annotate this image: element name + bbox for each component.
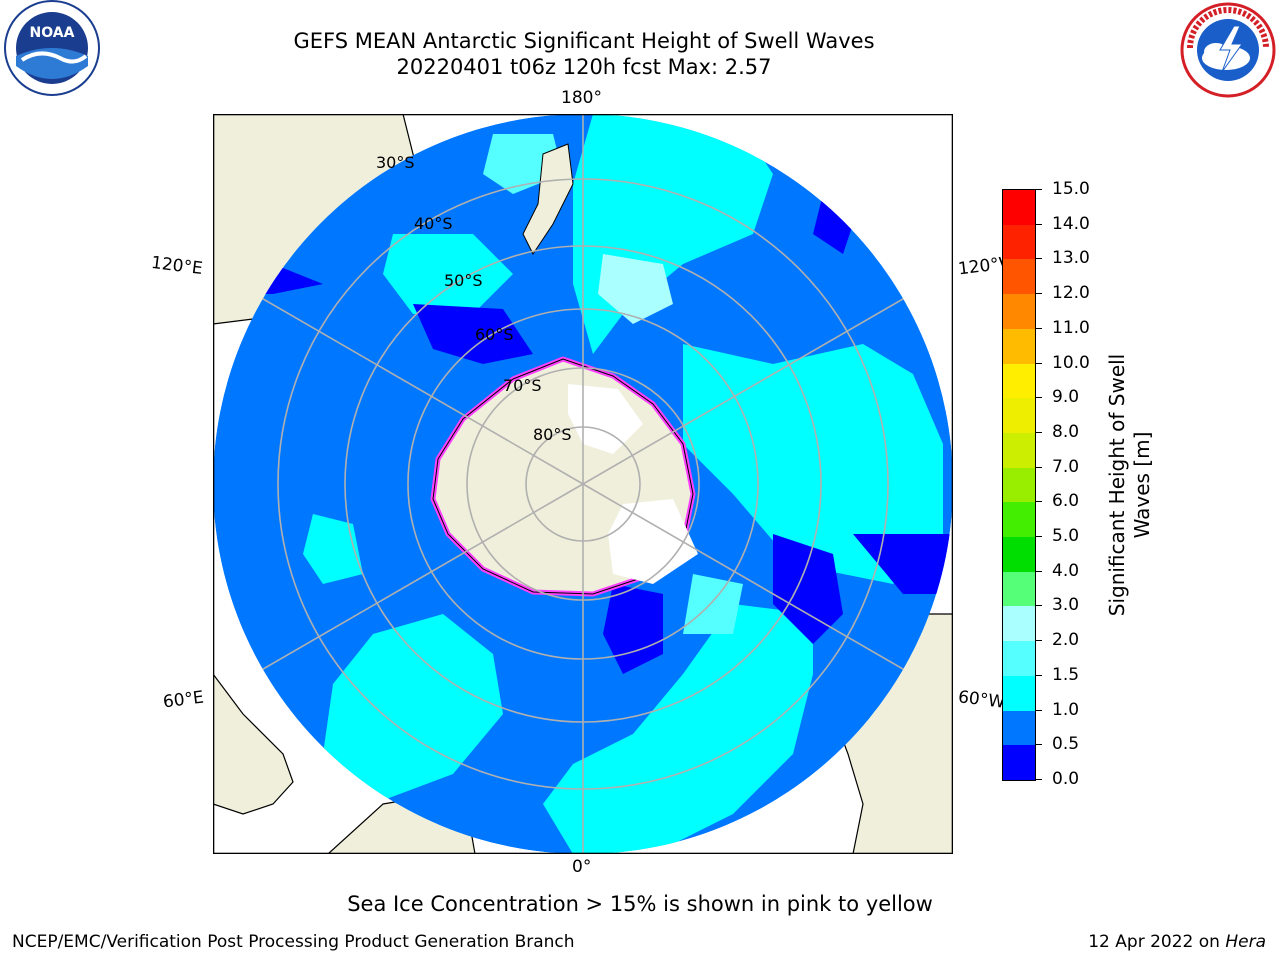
colorbar-tick-mark: [1035, 397, 1042, 399]
colorbar-tick-mark: [1035, 189, 1042, 190]
colorbar-tick-label: 9.0: [1052, 387, 1080, 408]
colorbar-segment: [1003, 675, 1035, 711]
weddell-ice: [608, 499, 698, 584]
polar-map: [213, 114, 953, 854]
lat-label-80s: 80°S: [533, 425, 572, 444]
colorbar-segment: [1003, 641, 1035, 676]
colorbar-label: Significant Height of Swell Waves [m]: [1105, 354, 1155, 616]
chart-title: GEFS MEAN Antarctic Significant Height o…: [293, 29, 875, 53]
colorbar-tick-mark: [1035, 431, 1042, 433]
colorbar: [1002, 189, 1036, 781]
footer-branch: NCEP/EMC/Verification Post Processing Pr…: [12, 932, 575, 952]
colorbar-segment: [1003, 745, 1035, 780]
lon-label-180: 180°: [561, 88, 602, 108]
footer-date: 12 Apr 2022 on Hera: [1088, 932, 1266, 952]
colorbar-tick-label: 0.0: [1052, 769, 1080, 789]
colorbar-tick-label: 14.0: [1052, 213, 1090, 234]
lon-label-60w: 60°W: [956, 687, 1006, 713]
colorbar-tick-mark: [1035, 779, 1042, 780]
new-zealand-land: [522, 143, 574, 255]
colorbar-tick-label: 7.0: [1052, 456, 1080, 477]
colorbar-tick-label: 13.0: [1052, 248, 1090, 269]
lon-label-60e: 60°E: [161, 687, 205, 713]
africa-land: [213, 673, 294, 815]
lat-label-60s: 60°S: [475, 325, 514, 344]
colorbar-tick-label: 2.0: [1052, 630, 1080, 651]
ross-ice-shelf: [568, 384, 643, 454]
footer-date-text: 12 Apr 2022 on: [1088, 932, 1226, 952]
colorbar-segment: [1003, 259, 1035, 295]
lat-label-40s: 40°S: [414, 214, 453, 233]
colorbar-tick-mark: [1035, 570, 1042, 572]
lon-label-0: 0°: [572, 857, 592, 877]
chart-subtitle: 20220401 t06z 120h fcst Max: 2.57: [396, 55, 772, 79]
colorbar-tick-mark: [1035, 327, 1042, 329]
colorbar-segment: [1003, 467, 1035, 503]
colorbar-segment: [1003, 190, 1035, 225]
colorbar-tick-label: 1.0: [1052, 699, 1080, 720]
lat-label-70s: 70°S: [503, 376, 542, 395]
colorbar-tick-label: 6.0: [1052, 491, 1080, 512]
colorbar-segment: [1003, 398, 1035, 433]
colorbar-tick-mark: [1035, 536, 1042, 538]
colorbar-segment: [1003, 710, 1035, 746]
colorbar-tick-label: 11.0: [1052, 317, 1090, 338]
colorbar-tick-label: 15.0: [1052, 179, 1090, 199]
colorbar-tick-mark: [1035, 640, 1042, 642]
colorbar-tick-mark: [1035, 466, 1042, 468]
lat-label-50s: 50°S: [444, 271, 483, 290]
footer-host: Hera: [1225, 932, 1266, 952]
colorbar-tick-mark: [1035, 744, 1042, 746]
colorbar-segment: [1003, 363, 1035, 399]
colorbar-tick-mark: [1035, 258, 1042, 260]
colorbar-tick-label: 8.0: [1052, 421, 1080, 442]
colorbar-segment: [1003, 294, 1035, 329]
lat-label-30s: 30°S: [376, 153, 415, 172]
colorbar-tick-label: 5.0: [1052, 526, 1080, 547]
colorbar-tick-mark: [1035, 709, 1042, 711]
colorbar-tick-mark: [1035, 293, 1042, 295]
colorbar-tick-mark: [1035, 501, 1042, 503]
sea-ice-note: Sea Ice Concentration > 15% is shown in …: [347, 892, 933, 916]
colorbar-segment: [1003, 224, 1035, 260]
colorbar-tick-label: 10.0: [1052, 352, 1090, 373]
colorbar-segment: [1003, 432, 1035, 468]
colorbar-tick-mark: [1035, 605, 1042, 607]
colorbar-segment: [1003, 328, 1035, 364]
svg-text:NOAA: NOAA: [30, 25, 75, 41]
colorbar-segment: [1003, 606, 1035, 642]
colorbar-tick-label: 4.0: [1052, 560, 1080, 581]
colorbar-tick-label: 12.0: [1052, 283, 1090, 304]
colorbar-tick-label: 1.5: [1052, 664, 1080, 685]
colorbar-label-line1: Significant Height of Swell: [1105, 353, 1129, 617]
nws-logo: [1180, 2, 1276, 98]
colorbar-tick-label: 3.0: [1052, 595, 1080, 616]
colorbar-tick-mark: [1035, 223, 1042, 225]
colorbar-tick-mark: [1035, 674, 1042, 676]
colorbar-segment: [1003, 502, 1035, 538]
lon-label-120e: 120°E: [149, 252, 204, 280]
colorbar-segment: [1003, 537, 1035, 572]
colorbar-label-line2: Waves [m]: [1130, 431, 1154, 539]
noaa-logo: NOAA: [4, 0, 100, 96]
colorbar-segment: [1003, 571, 1035, 607]
colorbar-tick-mark: [1035, 362, 1042, 364]
colorbar-tick-label: 0.5: [1052, 734, 1080, 755]
